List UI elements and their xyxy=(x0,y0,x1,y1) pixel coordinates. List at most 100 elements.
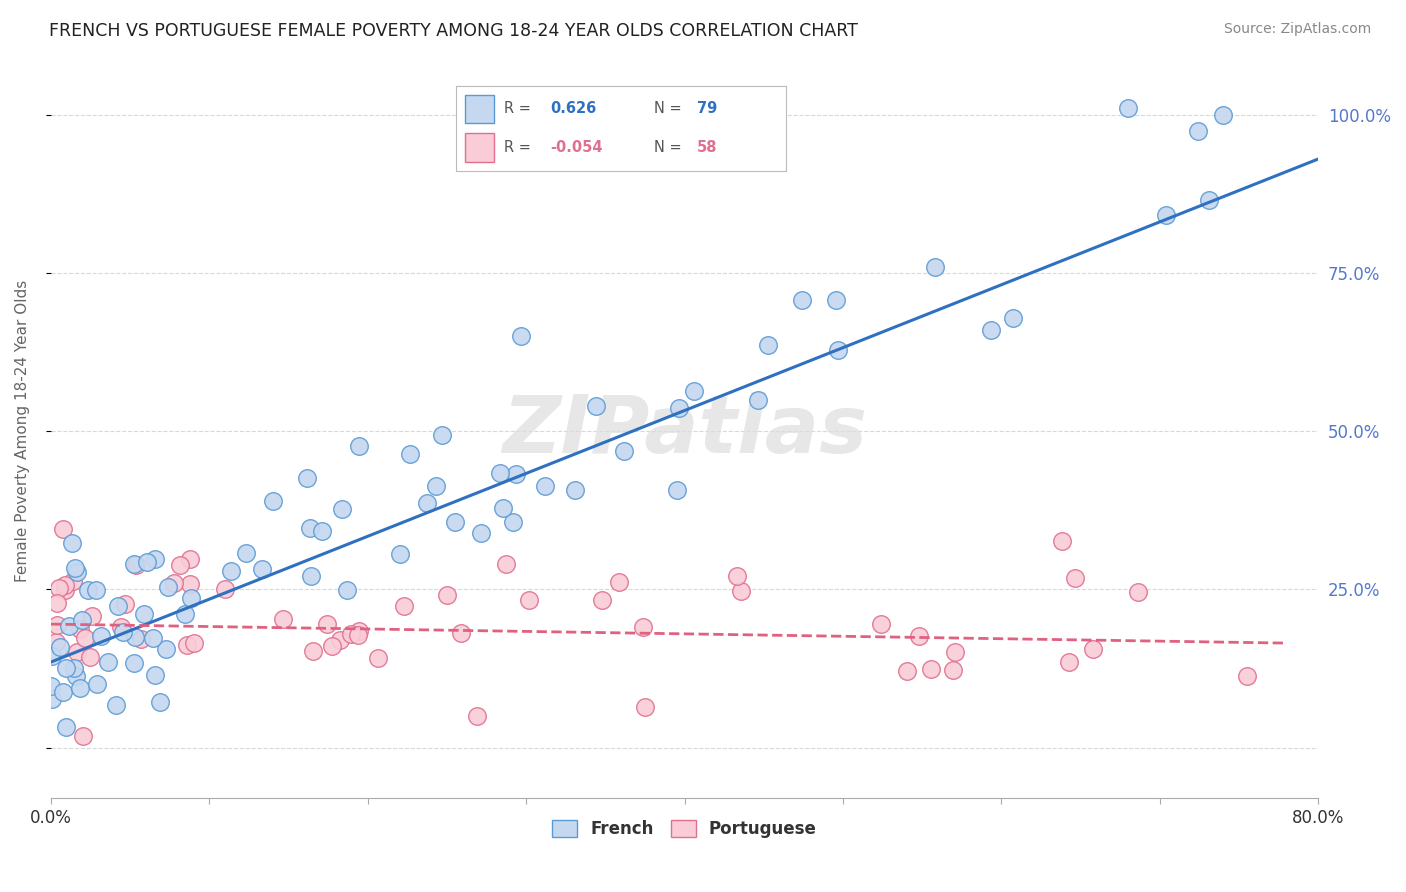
Point xyxy=(122,557,145,571)
Point xyxy=(1236,669,1258,683)
Point xyxy=(52,522,75,536)
Point xyxy=(69,622,91,636)
Point xyxy=(58,619,80,633)
Point xyxy=(179,552,201,566)
Point xyxy=(943,645,966,659)
Point xyxy=(297,471,319,485)
Point xyxy=(149,695,172,709)
Point xyxy=(302,643,325,657)
Point xyxy=(131,632,153,646)
Point xyxy=(214,582,236,597)
Y-axis label: Female Poverty Among 18-24 Year Olds: Female Poverty Among 18-24 Year Olds xyxy=(15,280,30,582)
Point xyxy=(65,560,87,574)
Point xyxy=(591,592,613,607)
Point xyxy=(756,338,779,352)
Point xyxy=(176,638,198,652)
Point xyxy=(467,708,489,723)
Point xyxy=(980,323,1002,337)
Point xyxy=(747,392,769,407)
Point xyxy=(1156,208,1178,222)
Point xyxy=(450,626,472,640)
Point xyxy=(183,636,205,650)
Point xyxy=(1002,310,1025,325)
Point xyxy=(142,631,165,645)
Point xyxy=(169,558,191,572)
Point xyxy=(631,620,654,634)
Text: Source: ZipAtlas.com: Source: ZipAtlas.com xyxy=(1223,22,1371,37)
Point xyxy=(347,624,370,638)
Point xyxy=(90,629,112,643)
Text: FRENCH VS PORTUGUESE FEMALE POVERTY AMONG 18-24 YEAR OLDS CORRELATION CHART: FRENCH VS PORTUGUESE FEMALE POVERTY AMON… xyxy=(49,22,858,40)
Point xyxy=(436,589,458,603)
Point xyxy=(332,502,354,516)
Point xyxy=(1050,533,1073,548)
Point xyxy=(174,607,197,621)
Point xyxy=(77,582,100,597)
Point xyxy=(125,558,148,572)
Point xyxy=(143,667,166,681)
Point xyxy=(66,565,89,579)
Point xyxy=(41,648,63,663)
Point xyxy=(55,721,77,735)
Point xyxy=(114,597,136,611)
Point xyxy=(825,293,848,307)
Point xyxy=(942,663,965,677)
Point xyxy=(63,661,86,675)
Point xyxy=(398,447,420,461)
Point xyxy=(340,627,363,641)
Point xyxy=(235,546,257,560)
Point xyxy=(112,625,135,640)
Point xyxy=(1081,642,1104,657)
Point xyxy=(870,617,893,632)
Point xyxy=(73,631,96,645)
Point xyxy=(221,564,243,578)
Point xyxy=(924,260,946,275)
Point xyxy=(612,444,634,458)
Point xyxy=(97,655,120,669)
Point xyxy=(666,483,689,497)
Point xyxy=(1116,101,1139,115)
Point xyxy=(110,619,132,633)
Point xyxy=(668,401,690,416)
Point xyxy=(534,479,557,493)
Point xyxy=(727,569,749,583)
Point xyxy=(122,656,145,670)
Point xyxy=(143,552,166,566)
Point xyxy=(107,599,129,613)
Point xyxy=(155,641,177,656)
Point xyxy=(53,578,76,592)
Point xyxy=(347,628,370,642)
Point xyxy=(564,483,586,498)
Point xyxy=(502,515,524,529)
Point xyxy=(41,692,63,706)
Point xyxy=(104,698,127,712)
Point xyxy=(86,677,108,691)
Point xyxy=(489,466,512,480)
Point xyxy=(388,547,411,561)
Point xyxy=(45,635,67,649)
Point xyxy=(920,662,942,676)
Point xyxy=(55,661,77,675)
Point xyxy=(517,593,540,607)
Point xyxy=(321,639,343,653)
Point xyxy=(1212,108,1234,122)
Point xyxy=(495,558,517,572)
Point xyxy=(157,580,180,594)
Point xyxy=(84,583,107,598)
Point xyxy=(262,494,284,508)
Point xyxy=(45,617,67,632)
Point xyxy=(316,617,339,632)
Point xyxy=(1126,585,1149,599)
Point xyxy=(39,679,62,693)
Point xyxy=(392,599,415,614)
Point xyxy=(430,428,453,442)
Point xyxy=(69,681,91,695)
Legend: French, Portuguese: French, Portuguese xyxy=(546,814,824,845)
Point xyxy=(48,581,70,595)
Point xyxy=(682,384,704,399)
Point xyxy=(79,649,101,664)
Point xyxy=(505,467,527,481)
Point xyxy=(62,574,84,588)
Point xyxy=(470,526,492,541)
Point xyxy=(1198,193,1220,207)
